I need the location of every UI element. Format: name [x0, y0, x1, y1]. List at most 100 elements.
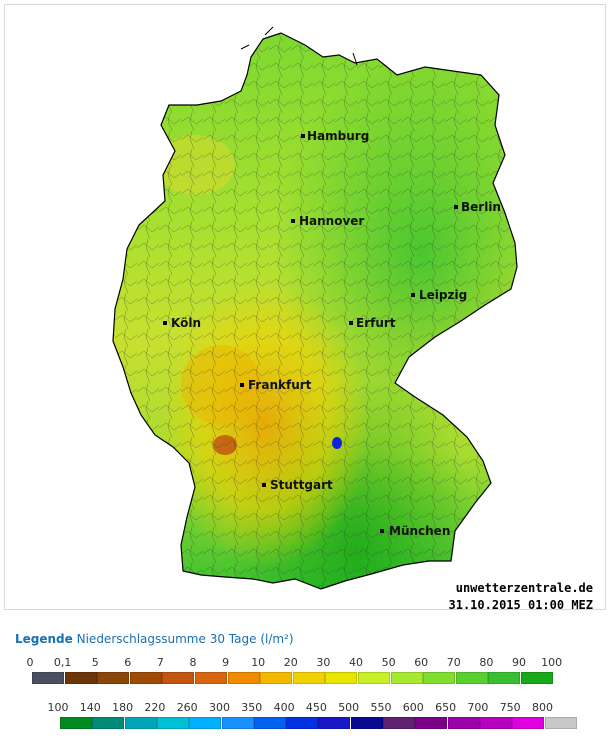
city-label: Frankfurt — [248, 378, 312, 392]
legend-color-swatch — [488, 672, 521, 684]
precipitation-fill — [113, 33, 517, 589]
legend-color-swatch — [383, 717, 415, 729]
legend-color-swatch — [544, 717, 577, 729]
legend-label: Legende — [15, 632, 73, 646]
legend-tick-label: 9 — [222, 656, 230, 669]
city-marker — [349, 321, 353, 325]
city-label: Leipzig — [419, 288, 467, 302]
legend-color-swatch — [129, 672, 162, 684]
legend-tick-label: 800 — [532, 701, 553, 714]
legend-color-swatch — [350, 717, 383, 729]
city-marker — [411, 293, 415, 297]
legend-tick-label: 90 — [512, 656, 526, 669]
legend-tick-label: 350 — [241, 701, 263, 714]
city-marker — [454, 205, 458, 209]
legend-tick-label: 400 — [273, 701, 295, 714]
city-marker — [163, 321, 167, 325]
legend-color-swatch — [189, 717, 222, 729]
city-koeln: Köln — [163, 316, 201, 330]
legend-color-swatch — [92, 717, 125, 729]
precipitation-map: Hamburg Berlin Hannover Leipzig Köln Erf… — [112, 26, 518, 590]
city-marker — [240, 383, 244, 387]
legend-tick-label: 60 — [414, 656, 429, 669]
legend-color-swatch — [60, 717, 92, 729]
legend-tick-label: 300 — [209, 701, 230, 714]
legend-description: Niederschlagssumme 30 Tage — [76, 632, 257, 646]
legend-tick-label: 700 — [467, 701, 489, 714]
legend-unit: (l/m²) — [260, 632, 294, 646]
legend-color-swatch — [156, 717, 189, 729]
legend-color-swatch — [162, 672, 195, 684]
legend-color-swatch — [292, 672, 325, 684]
city-marker — [291, 219, 295, 223]
legend-color-swatch — [455, 672, 488, 684]
city-frankfurt: Frankfurt — [240, 378, 312, 392]
city-label: Hannover — [299, 214, 364, 228]
legend-color-swatch — [512, 717, 545, 729]
city-erfurt: Erfurt — [349, 316, 396, 330]
city-label: Erfurt — [356, 316, 396, 330]
city-marker — [301, 134, 305, 138]
legend-tick-label: 600 — [402, 701, 424, 714]
city-hamburg: Hamburg — [301, 129, 369, 143]
legend-tick-label: 10 — [251, 656, 266, 669]
legend-color-swatch — [253, 717, 286, 729]
map-frame: Hamburg Berlin Hannover Leipzig Köln Erf… — [4, 4, 606, 612]
city-muenchen: München — [380, 524, 450, 538]
city-label: Hamburg — [307, 129, 369, 143]
legend-tick-label: 30 — [316, 656, 331, 669]
legend-color-swatch — [447, 717, 480, 729]
city-leipzig: Leipzig — [411, 288, 467, 302]
city-marker — [380, 529, 384, 533]
legend-tick-label: 40 — [349, 656, 363, 669]
legend-color-swatch — [423, 672, 456, 684]
legend-color-swatch — [390, 672, 423, 684]
legend-color-swatch — [227, 672, 260, 684]
legend-color-swatch — [358, 672, 390, 684]
local-max-spot — [332, 437, 342, 449]
legend-tick-label: 70 — [446, 656, 461, 669]
city-label: München — [389, 524, 450, 538]
legend-tick-label: 100 — [47, 701, 69, 714]
legend-color-swatch — [260, 672, 293, 684]
legend-color-swatch — [97, 672, 130, 684]
legend-color-swatch — [415, 717, 448, 729]
legend-tick-label: 7 — [156, 656, 164, 669]
legend-color-swatch — [32, 672, 64, 684]
legend-tick-label: 20 — [283, 656, 298, 669]
coast-islands — [240, 26, 358, 66]
city-berlin: Berlin — [454, 200, 501, 214]
legend-tick-label: 220 — [144, 701, 166, 714]
legend-color-swatch — [221, 717, 254, 729]
legend-tick-label: 450 — [305, 701, 327, 714]
legend-tick-label: 80 — [479, 656, 494, 669]
city-label: Berlin — [461, 200, 501, 214]
legend-color-swatch — [318, 717, 351, 729]
city-stuttgart: Stuttgart — [262, 478, 333, 492]
legend-tick-label: 5 — [91, 656, 99, 669]
legend-tick-label: 100 — [541, 656, 563, 669]
city-marker — [262, 483, 266, 487]
legend-color-swatch — [325, 672, 358, 684]
legend-tick-label: 140 — [79, 701, 101, 714]
legend-color-swatch — [124, 717, 157, 729]
legend-color-swatch — [521, 672, 553, 684]
legend-color-swatch — [64, 672, 97, 684]
brand-label: unwetterzentrale.de — [455, 581, 593, 595]
city-hannover: Hannover — [291, 214, 364, 228]
legend-tick-label: 50 — [381, 656, 396, 669]
city-label: Stuttgart — [270, 478, 333, 492]
legend-tick-label: 8 — [189, 656, 197, 669]
legend-tick-label: 6 — [124, 656, 132, 669]
timestamp-label: 31.10.2015 01:00 MEZ — [448, 598, 594, 612]
legend-title: Legende Niederschlagssumme 30 Tage (l/m²… — [15, 632, 294, 646]
legend-tick-label: 0,1 — [53, 656, 72, 669]
legend-tick-label: 260 — [176, 701, 198, 714]
legend-tick-label: 650 — [435, 701, 457, 714]
legend-tick-label: 750 — [499, 701, 521, 714]
legend-tick-label: 180 — [112, 701, 134, 714]
legend-color-swatch — [195, 672, 227, 684]
legend-color-swatch — [286, 717, 319, 729]
legend-color-swatch — [479, 717, 512, 729]
legend-tick-label: 0 — [26, 656, 34, 669]
